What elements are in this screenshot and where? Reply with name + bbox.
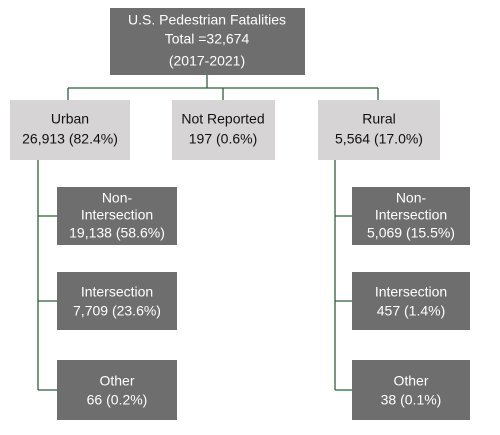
root-total: Total =32,674 — [165, 31, 250, 47]
child-label: Non- — [102, 190, 133, 206]
child-label: Non- — [396, 190, 427, 206]
child-label: Intersection — [81, 284, 153, 300]
root-period: (2017-2021) — [169, 53, 245, 69]
child-box — [352, 272, 470, 330]
group-label: Urban — [51, 111, 89, 127]
group-value: 197 (0.6%) — [189, 131, 257, 147]
child-value: 19,138 (58.6%) — [69, 225, 165, 241]
child-label: Intersection — [375, 284, 447, 300]
root-box — [110, 8, 305, 75]
rural-box — [318, 100, 440, 160]
child-value: 7,709 (23.6%) — [73, 303, 161, 319]
not-reported-box — [172, 100, 275, 160]
connectors — [37, 75, 379, 391]
child-box — [57, 360, 177, 420]
urban-box — [10, 100, 130, 160]
child-label: Other — [99, 373, 134, 389]
child-value: 66 (0.2%) — [87, 392, 148, 408]
child-box — [352, 187, 470, 245]
child-value: 457 (1.4%) — [377, 303, 445, 319]
root-title: U.S. Pedestrian Fatalities — [128, 12, 286, 28]
child-label: Intersection — [81, 207, 153, 223]
group-value: 26,913 (82.4%) — [22, 131, 118, 147]
child-box — [352, 360, 470, 420]
child-box — [57, 187, 177, 245]
child-label: Other — [393, 373, 428, 389]
child-value: 38 (0.1%) — [381, 392, 442, 408]
group-value: 5,564 (17.0%) — [335, 131, 423, 147]
group-label: Not Reported — [181, 111, 264, 127]
group-label: Rural — [362, 111, 395, 127]
child-label: Intersection — [375, 207, 447, 223]
child-value: 5,069 (15.5%) — [367, 225, 455, 241]
child-box — [57, 272, 177, 330]
